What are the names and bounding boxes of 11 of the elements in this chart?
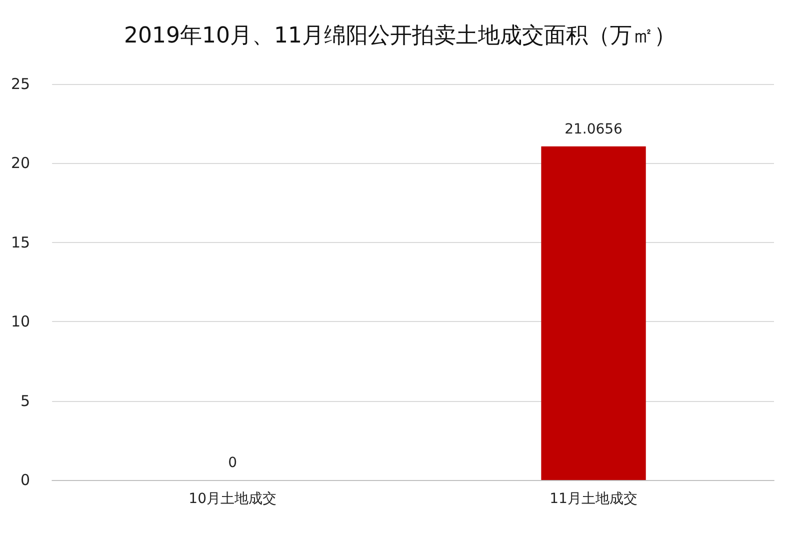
chart-title: 2019年10月、11月绵阳公开拍卖土地成交面积（万㎡） [124,24,676,48]
data-label: 21.0656 [564,121,623,138]
y-tick-label: 10 [10,312,30,331]
y-tick-label: 20 [10,154,30,172]
data-label: 0 [228,455,238,471]
y-tick-label: 5 [20,392,30,410]
x-tick-label: 10月土地成交 [188,491,276,507]
x-tick-label: 11月土地成交 [550,491,638,507]
y-tick-label: 0 [20,471,30,489]
y-tick-label: 25 [10,75,30,93]
y-tick-label: 15 [10,233,30,252]
